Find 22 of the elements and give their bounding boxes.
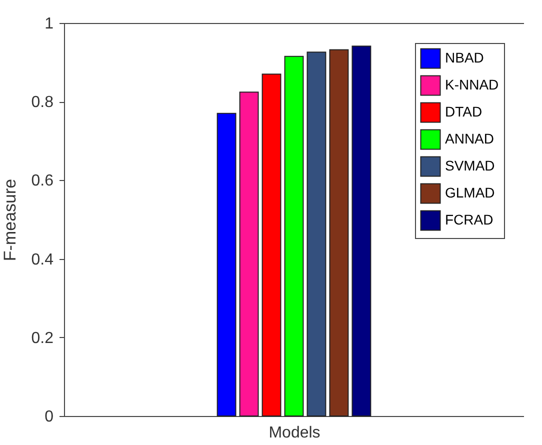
legend-label: GLMAD: [445, 184, 495, 200]
x-axis-title: Models: [268, 424, 320, 442]
legend-label: FCRAD: [445, 212, 494, 228]
y-tick-label: 0: [44, 408, 54, 426]
y-tick-label: 0.8: [31, 94, 54, 112]
y-tick-label: 1: [44, 16, 54, 32]
legend-label: ANNAD: [445, 130, 494, 146]
bar: [306, 52, 326, 416]
y-tick-label: 0.2: [31, 330, 54, 347]
bar: [216, 112, 236, 416]
y-tick-label: 0.6: [31, 172, 54, 190]
legend-label: SVMAD: [445, 158, 495, 174]
bar: [284, 56, 304, 416]
legend-label: NBAD: [445, 50, 484, 66]
bar: [262, 74, 282, 416]
legend-label: K-NNAD: [445, 76, 499, 92]
bar: [239, 92, 259, 416]
bar: [329, 49, 349, 416]
bar: [352, 46, 372, 416]
legend-label: DTAD: [445, 104, 482, 120]
y-axis-title: F-measure: [0, 178, 20, 262]
y-tick-label: 0.4: [31, 251, 54, 268]
